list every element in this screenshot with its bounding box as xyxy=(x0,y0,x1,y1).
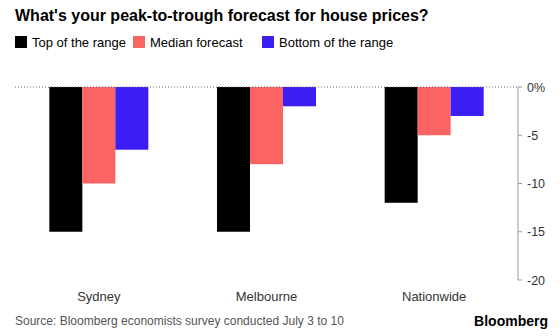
legend-label: Top of the range xyxy=(32,35,126,50)
legend-entry: Bottom of the range xyxy=(262,35,393,50)
bar xyxy=(49,87,82,232)
y-tick-label: -15 xyxy=(527,225,545,239)
brand: Bloomberg xyxy=(474,313,548,329)
bar xyxy=(115,87,148,150)
bar xyxy=(283,87,316,106)
legend-entry: Top of the range xyxy=(15,35,126,50)
bar xyxy=(451,87,484,116)
baseline xyxy=(15,87,518,88)
y-tick xyxy=(518,87,522,88)
legend-entry: Median forecast xyxy=(133,35,243,50)
chart: What's your peak-to-trough forecast for … xyxy=(0,0,560,336)
legend-swatch xyxy=(133,36,145,48)
y-tick xyxy=(518,183,522,184)
bar xyxy=(250,87,283,164)
bar xyxy=(418,87,451,135)
x-tick-label: Nationwide xyxy=(402,289,466,304)
legend-swatch xyxy=(262,36,274,48)
y-tick-label: -5 xyxy=(527,129,538,143)
y-tick xyxy=(518,280,522,281)
legend-label: Median forecast xyxy=(150,35,243,50)
y-tick xyxy=(518,231,522,232)
source: Source: Bloomberg economists survey cond… xyxy=(15,314,344,328)
x-tick-label: Sydney xyxy=(77,289,121,304)
y-tick-label: 0% xyxy=(527,81,545,95)
legend-label: Bottom of the range xyxy=(279,35,393,50)
bar xyxy=(82,87,115,184)
y-tick xyxy=(518,135,522,136)
x-tick-label: Melbourne xyxy=(236,289,297,304)
bar xyxy=(217,87,250,232)
y-tick-label: -10 xyxy=(527,177,545,191)
y-axis-line xyxy=(518,87,519,280)
legend-swatch xyxy=(15,36,27,48)
bars xyxy=(49,87,483,232)
bar xyxy=(385,87,418,203)
y-tick-label: -20 xyxy=(527,274,545,288)
title: What's your peak-to-trough forecast for … xyxy=(15,7,429,24)
